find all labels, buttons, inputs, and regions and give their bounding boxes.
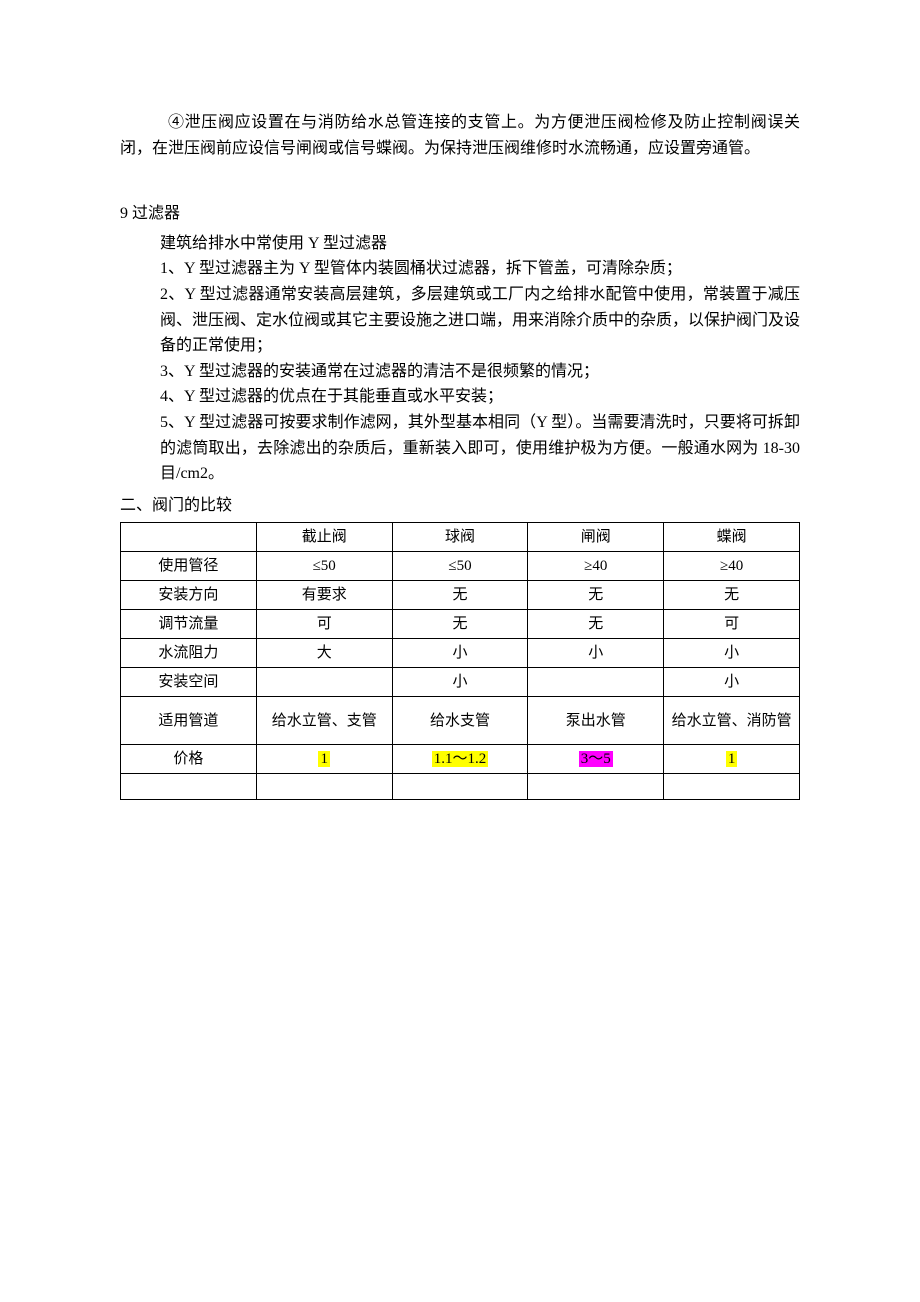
table-cell: 小 <box>392 668 528 697</box>
table-header-row: 截止阀 球阀 闸阀 蝶阀 <box>121 523 800 552</box>
table-cell-label: 安装空间 <box>121 668 257 697</box>
table-cell <box>528 668 664 697</box>
table-cell: 大 <box>256 639 392 668</box>
table-row: 调节流量 可 无 无 可 <box>121 610 800 639</box>
table-cell <box>256 668 392 697</box>
table-header-cell: 闸阀 <box>528 523 664 552</box>
table-header-cell: 蝶阀 <box>664 523 800 552</box>
table-cell: 1.1～1.2 <box>392 745 528 774</box>
table-cell-label: 价格 <box>121 745 257 774</box>
table-row-price: 价格 1 1.1～1.2 3～5 1 <box>121 745 800 774</box>
table-cell-label: 适用管道 <box>121 697 257 745</box>
table-cell <box>528 774 664 800</box>
section-9-item: 1、Y 型过滤器主为 Y 型管体内装圆桶状过滤器，拆下管盖，可清除杂质； <box>120 256 800 282</box>
section-9-item: 3、Y 型过滤器的安装通常在过滤器的清洁不是很频繁的情况； <box>120 359 800 385</box>
table-cell <box>121 774 257 800</box>
table-cell: 无 <box>664 581 800 610</box>
table-cell: 给水立管、支管 <box>256 697 392 745</box>
table-cell: 1 <box>256 745 392 774</box>
table-cell: 可 <box>664 610 800 639</box>
table-cell: 无 <box>528 610 664 639</box>
table-cell: 3～5 <box>528 745 664 774</box>
table-cell: 有要求 <box>256 581 392 610</box>
section-9-item: 5、Y 型过滤器可按要求制作滤网，其外型基本相同（Y 型）。当需要清洗时，只要将… <box>120 410 800 487</box>
section-9-item: 4、Y 型过滤器的优点在于其能垂直或水平安装； <box>120 384 800 410</box>
table-header-cell: 球阀 <box>392 523 528 552</box>
table-row: 使用管径 ≤50 ≤50 ≥40 ≥40 <box>121 552 800 581</box>
compare-title: 二、阀门的比较 <box>120 493 800 519</box>
section-9-lead: 建筑给排水中常使用 Y 型过滤器 <box>120 231 800 257</box>
table-cell-label: 使用管径 <box>121 552 257 581</box>
table-cell: 小 <box>664 639 800 668</box>
table-header-cell: 截止阀 <box>256 523 392 552</box>
intro-paragraph: ④泄压阀应设置在与消防给水总管连接的支管上。为方便泄压阀检修及防止控制阀误关闭，… <box>120 110 800 161</box>
table-cell: ≤50 <box>392 552 528 581</box>
table-cell: 小 <box>528 639 664 668</box>
table-header-cell <box>121 523 257 552</box>
table-cell <box>664 774 800 800</box>
table-cell <box>392 774 528 800</box>
table-cell: 给水支管 <box>392 697 528 745</box>
table-cell: 无 <box>528 581 664 610</box>
table-cell: ≥40 <box>664 552 800 581</box>
section-9-title: 9 过滤器 <box>120 201 800 227</box>
section-9-item: 2、Y 型过滤器通常安装高层建筑，多层建筑或工厂内之给排水配管中使用，常装置于减… <box>120 282 800 359</box>
table-cell: 1 <box>664 745 800 774</box>
price-highlight: 1 <box>726 751 738 767</box>
table-row: 安装方向 有要求 无 无 无 <box>121 581 800 610</box>
table-cell <box>256 774 392 800</box>
table-cell-label: 安装方向 <box>121 581 257 610</box>
table-cell: 给水立管、消防管 <box>664 697 800 745</box>
table-cell: 小 <box>392 639 528 668</box>
price-highlight: 1.1～1.2 <box>432 751 489 767</box>
price-highlight: 3～5 <box>579 751 613 767</box>
valve-compare-table: 截止阀 球阀 闸阀 蝶阀 使用管径 ≤50 ≤50 ≥40 ≥40 安装方向 有… <box>120 522 800 800</box>
table-row: 适用管道 给水立管、支管 给水支管 泵出水管 给水立管、消防管 <box>121 697 800 745</box>
table-cell: 可 <box>256 610 392 639</box>
price-highlight: 1 <box>318 751 330 767</box>
table-row-empty <box>121 774 800 800</box>
table-cell: ≥40 <box>528 552 664 581</box>
table-cell: 小 <box>664 668 800 697</box>
table-cell-label: 水流阻力 <box>121 639 257 668</box>
table-cell: 泵出水管 <box>528 697 664 745</box>
table-cell: 无 <box>392 581 528 610</box>
table-row: 安装空间 小 小 <box>121 668 800 697</box>
table-cell: ≤50 <box>256 552 392 581</box>
table-row: 水流阻力 大 小 小 小 <box>121 639 800 668</box>
table-cell-label: 调节流量 <box>121 610 257 639</box>
table-cell: 无 <box>392 610 528 639</box>
